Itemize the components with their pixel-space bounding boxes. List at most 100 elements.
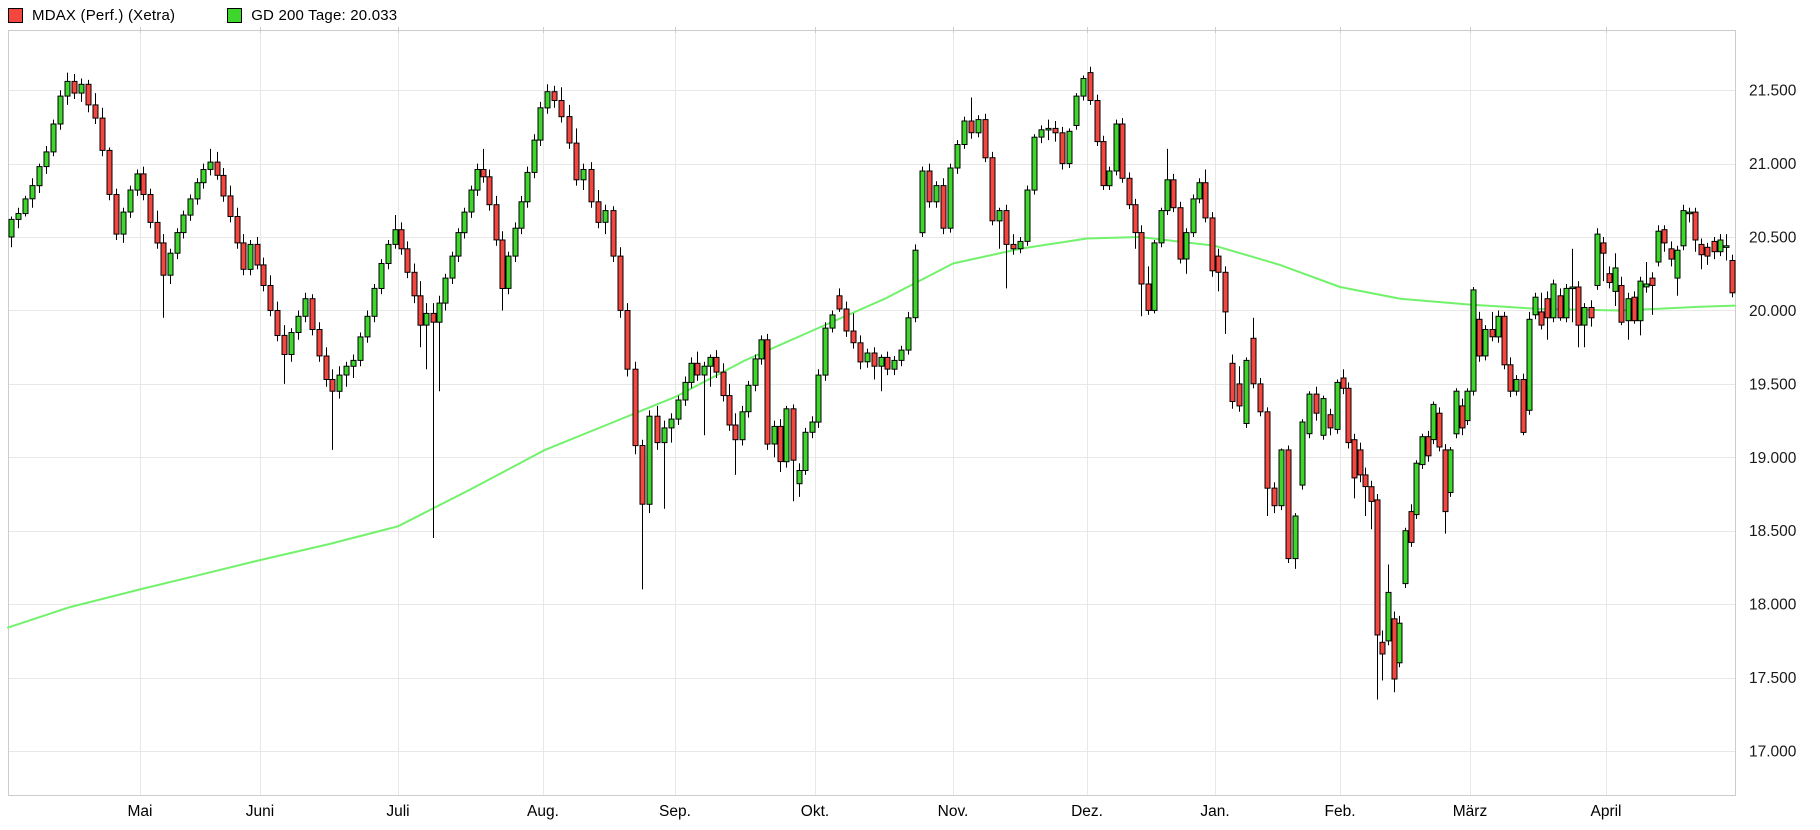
candle-up: [580, 169, 587, 181]
candle-up: [752, 358, 759, 386]
candle-up: [474, 169, 481, 191]
candle-up: [688, 362, 695, 383]
candle-up: [1717, 239, 1724, 253]
candle-down: [274, 310, 281, 336]
candle-up: [1017, 240, 1024, 250]
candle-up: [1513, 379, 1520, 392]
candle-down: [1631, 296, 1638, 322]
candle-down: [1538, 311, 1545, 326]
x-axis-month-label: Jan.: [1200, 803, 1229, 820]
candle-up: [1470, 289, 1477, 392]
candle-down: [1600, 242, 1607, 254]
x-axis-month-label: Juli: [386, 803, 409, 820]
candle-up: [336, 374, 343, 392]
candle-up: [423, 312, 430, 326]
candle-up: [675, 399, 682, 420]
candle-up: [1430, 403, 1437, 441]
candle-up: [1550, 283, 1557, 319]
candle-down: [1257, 383, 1264, 413]
candle-up: [1045, 127, 1052, 131]
candle-up: [378, 263, 385, 289]
candle-up: [1464, 390, 1471, 422]
candle-down: [654, 415, 661, 444]
candle-down: [726, 395, 733, 426]
candle-up: [15, 213, 22, 220]
candle-up: [8, 218, 15, 238]
y-axis-tick-label: 20.000: [1749, 303, 1797, 320]
candle-down: [1588, 307, 1595, 319]
x-axis-month-label: Mai: [128, 803, 153, 820]
candle-up: [1320, 398, 1327, 436]
candle-up: [468, 189, 475, 213]
candle-down: [140, 173, 147, 195]
candle-down: [214, 161, 221, 176]
candle-up: [505, 255, 512, 289]
candle-down: [1170, 179, 1177, 209]
candle-up: [701, 365, 708, 376]
candle-down: [1575, 286, 1582, 326]
candle-up: [1680, 210, 1687, 247]
candle-up: [682, 381, 689, 401]
candle-up: [668, 418, 675, 429]
candle-up: [461, 211, 468, 234]
y-axis-tick-label: 17.500: [1749, 670, 1797, 687]
candle-up: [392, 229, 399, 245]
candle-up: [57, 95, 64, 125]
candle-down: [843, 308, 850, 332]
candle-up: [1151, 242, 1158, 311]
plot-frame: [8, 27, 1736, 796]
x-axis-month-label: Dez.: [1071, 803, 1103, 820]
candle-up: [1569, 286, 1576, 290]
candle-up: [449, 255, 456, 279]
candle-down: [1368, 486, 1375, 502]
chart-legend: MDAX (Perf.) (Xetra) GD 200 Tage: 20.033: [8, 6, 449, 24]
candle-down: [1425, 436, 1432, 457]
candle-down: [1177, 207, 1184, 260]
candle-down: [220, 174, 227, 197]
candle-down: [1010, 243, 1017, 250]
candle-down: [982, 119, 989, 159]
candle-up: [1183, 232, 1190, 260]
candle-up: [1594, 233, 1601, 287]
candle-up: [518, 201, 525, 229]
candle-down: [1442, 449, 1449, 513]
candle-up: [187, 198, 194, 216]
candle-up: [947, 167, 954, 229]
candle-up: [43, 151, 50, 168]
candle-up: [64, 80, 71, 97]
candle-down: [940, 185, 947, 229]
candle-up: [302, 298, 309, 317]
candle-up: [531, 139, 538, 173]
candle-down: [281, 334, 288, 355]
candle-down: [720, 371, 727, 397]
candle-up: [961, 120, 968, 145]
candle-up: [134, 173, 141, 191]
y-axis-tick-label: 21.000: [1749, 156, 1797, 173]
candle-up: [1038, 129, 1045, 138]
candle-down: [1222, 271, 1229, 313]
candle-down: [595, 201, 602, 223]
candle-down: [398, 229, 405, 250]
candle-up: [898, 349, 905, 361]
candle-up: [905, 317, 912, 351]
candle-up: [891, 359, 898, 370]
candle-down: [1408, 511, 1415, 543]
candle-down: [329, 379, 336, 392]
candle-up: [1385, 591, 1392, 642]
candle-up: [809, 421, 816, 433]
candle-up: [1396, 622, 1403, 664]
candle-down: [1649, 277, 1656, 286]
candle-down: [160, 242, 167, 276]
candle-down: [316, 329, 323, 357]
candle-down: [267, 285, 274, 311]
candle-up: [1674, 249, 1681, 279]
candle-down: [1250, 337, 1257, 385]
candle-up: [180, 214, 187, 234]
candle-down: [989, 157, 996, 222]
candle-down: [1059, 132, 1066, 165]
candle-up: [207, 161, 214, 170]
candle-down: [154, 221, 161, 244]
gd200-series-swatch-icon: [227, 7, 243, 23]
